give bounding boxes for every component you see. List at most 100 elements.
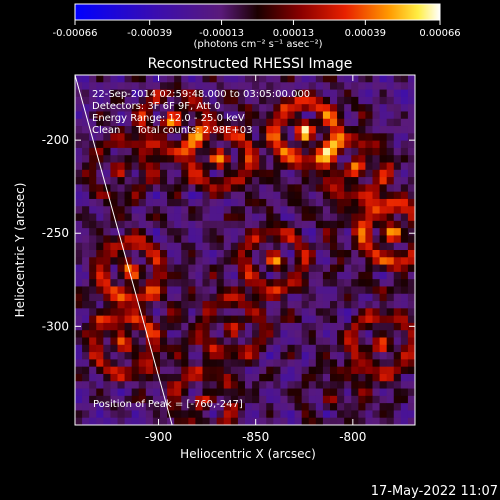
heatmap-cell	[89, 373, 97, 382]
heatmap-cell	[209, 82, 218, 90]
heatmap-cell	[315, 155, 324, 163]
heatmap-cell	[167, 388, 175, 397]
heatmap-cell	[315, 82, 324, 90]
heatmap-cell	[287, 82, 295, 90]
heatmap-cell	[351, 337, 359, 346]
heatmap-cell	[152, 301, 161, 309]
heatmap-cell	[223, 242, 232, 251]
heatmap-cell	[209, 191, 218, 200]
heatmap-cell	[230, 352, 239, 360]
heatmap-cell	[330, 315, 338, 324]
heatmap-cell	[294, 271, 303, 280]
heatmap-cell	[337, 257, 345, 265]
heatmap-cell	[152, 169, 161, 178]
heatmap-cell	[167, 403, 175, 411]
heatmap-cell	[280, 381, 288, 389]
heatmap-cell	[294, 395, 303, 404]
heatmap-cell	[160, 126, 168, 134]
heatmap-cell	[89, 257, 97, 265]
heatmap-cell	[145, 337, 154, 346]
heatmap-cell	[266, 395, 274, 404]
heatmap-cell	[96, 344, 104, 353]
heatmap-cell	[407, 315, 415, 324]
heatmap-cell	[365, 133, 373, 142]
heatmap-cell	[124, 373, 133, 382]
heatmap-cell	[110, 133, 118, 142]
heatmap-cell	[223, 264, 232, 273]
heatmap-cell	[195, 228, 203, 236]
heatmap-cell	[386, 271, 395, 280]
heatmap-cell	[167, 330, 175, 338]
heatmap-cell	[400, 220, 409, 229]
heatmap-cell	[237, 395, 246, 404]
heatmap-cell	[174, 96, 182, 105]
heatmap-cell	[117, 147, 125, 156]
heatmap-cell	[372, 359, 380, 368]
heatmap-cell	[400, 147, 409, 156]
heatmap-cell	[230, 250, 239, 258]
heatmap-cell	[223, 271, 232, 280]
heatmap-cell	[167, 410, 175, 419]
heatmap-cell	[351, 147, 359, 156]
heatmap-cell	[152, 133, 161, 142]
heatmap-cell	[174, 381, 182, 389]
heatmap-cell	[103, 257, 111, 265]
heatmap-cell	[188, 308, 196, 317]
heatmap-cell	[152, 111, 161, 120]
heatmap-cell	[216, 89, 225, 98]
heatmap-cell	[315, 191, 324, 200]
heatmap-cell	[358, 206, 366, 214]
heatmap-cell	[315, 395, 324, 404]
heatmap-cell	[209, 286, 218, 295]
heatmap-cell	[344, 286, 352, 295]
heatmap-cell	[287, 301, 295, 309]
heatmap-cell	[145, 126, 154, 134]
heatmap-cell	[308, 213, 317, 222]
heatmap-cell	[379, 315, 388, 324]
heatmap-cell	[195, 395, 203, 404]
heatmap-cell	[301, 206, 310, 214]
heatmap-cell	[337, 126, 345, 134]
heatmap-cell	[351, 235, 359, 244]
heatmap-cell	[358, 330, 366, 338]
heatmap-cell	[152, 75, 161, 83]
heatmap-cell	[131, 271, 140, 280]
heatmap-cell	[372, 169, 380, 178]
heatmap-cell	[188, 286, 196, 295]
heatmap-cell	[181, 133, 189, 142]
heatmap-cell	[287, 395, 295, 404]
heatmap-cell	[273, 198, 281, 207]
heatmap-cell	[131, 235, 140, 244]
heatmap-cell	[216, 271, 225, 280]
heatmap-cell	[337, 177, 345, 185]
heatmap-cell	[330, 147, 338, 156]
heatmap-cell	[315, 264, 324, 273]
heatmap-cell	[393, 373, 402, 382]
heatmap-cell	[351, 301, 359, 309]
heatmap-cell	[266, 118, 274, 127]
heatmap-cell	[124, 388, 133, 397]
heatmap-cell	[379, 308, 388, 317]
heatmap-cell	[237, 250, 246, 258]
heatmap-cell	[308, 279, 317, 287]
heatmap-cell	[280, 169, 288, 178]
heatmap-cell	[259, 315, 267, 324]
heatmap-cell	[337, 147, 345, 156]
heatmap-cell	[393, 198, 402, 207]
heatmap-cell	[294, 344, 303, 353]
heatmap-cell	[379, 104, 388, 112]
heatmap-cell	[252, 330, 260, 338]
heatmap-cell	[259, 155, 267, 163]
heatmap-cell	[372, 111, 380, 120]
heatmap-cell	[138, 75, 147, 83]
heatmap-cell	[181, 111, 189, 120]
heatmap-cell	[379, 293, 388, 302]
heatmap-cell	[202, 359, 210, 368]
heatmap-cell	[379, 213, 388, 222]
heatmap-cell	[152, 337, 161, 346]
heatmap-cell	[160, 133, 168, 142]
heatmap-cell	[400, 330, 409, 338]
heatmap-cell	[386, 228, 395, 236]
heatmap-cell	[230, 337, 239, 346]
heatmap-cell	[400, 359, 409, 368]
